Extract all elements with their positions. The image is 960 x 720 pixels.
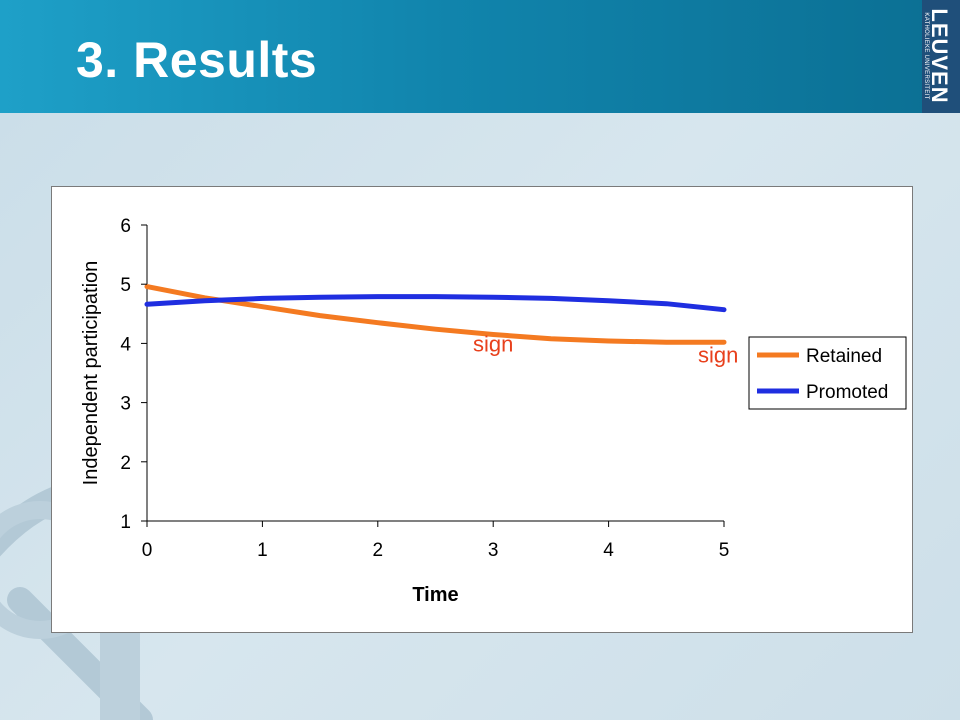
- x-tick-label: 0: [142, 540, 153, 561]
- x-tick-label: 2: [373, 540, 384, 561]
- logo-wordmark: LEUVEN: [927, 8, 952, 104]
- y-tick-label: 2: [120, 453, 131, 474]
- university-logo: [922, 0, 960, 113]
- x-tick-label: 4: [603, 540, 614, 561]
- series-line-promoted: [144, 294, 727, 313]
- x-axis-title: Time: [412, 584, 458, 606]
- significance-annotation: sign: [473, 332, 513, 357]
- y-tick-label: 5: [120, 275, 131, 296]
- y-tick-label: 4: [120, 334, 131, 355]
- logo-subtitle: KATHOLIEKE UNIVERSITEIT: [923, 12, 929, 100]
- slide-header: 3. Results LEUVEN KATHOLIEKE UNIVERSITEI…: [0, 0, 960, 113]
- y-axis-title: Independent participation: [80, 261, 102, 486]
- x-tick-label: 5: [719, 540, 730, 561]
- legend-label-promoted: Promoted: [806, 382, 888, 403]
- legend-box: [748, 336, 907, 410]
- slide-title: 3. Results: [76, 32, 318, 88]
- legend-label-retained: Retained: [806, 346, 882, 367]
- series-line-retained: [144, 284, 727, 345]
- x-tick-label: 3: [488, 540, 499, 561]
- y-tick-label: 6: [120, 216, 131, 237]
- y-tick-label: 1: [120, 512, 131, 533]
- y-tick-label: 3: [120, 394, 131, 415]
- significance-annotation: sign: [698, 342, 738, 367]
- x-tick-label: 1: [257, 540, 268, 561]
